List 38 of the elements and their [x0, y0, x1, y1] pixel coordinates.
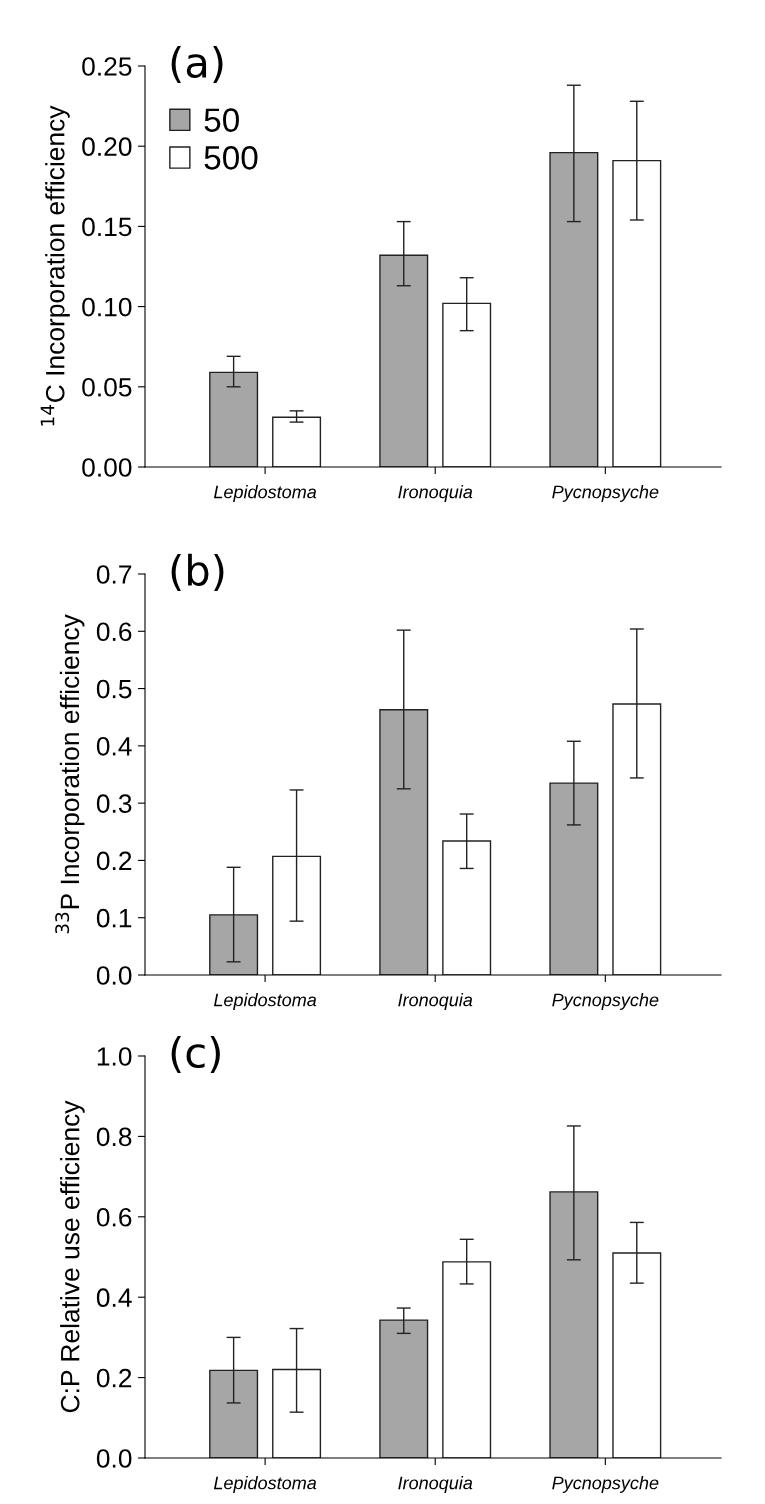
y-tick-label: 0.6 — [96, 1207, 132, 1227]
y-tick-label: 0.0 — [96, 966, 132, 985]
x-tick-label: Lepidostoma — [213, 485, 317, 502]
y-axis-title: $^{33}$P Incorporation efficiency — [55, 614, 85, 934]
x-tick-label: Ironoquia — [398, 993, 473, 1010]
y-tick-label: 1.0 — [97, 1047, 132, 1066]
y-tick-label: 0.2 — [96, 1368, 132, 1388]
y-tick-label: 0.3 — [96, 794, 132, 813]
x-tick-label: Pycnopsyche — [552, 1476, 659, 1493]
chart-title: (b) — [171, 553, 224, 591]
y-tick-label: 0.6 — [96, 622, 132, 642]
legend-label: 500 — [204, 146, 258, 170]
y-tick-label: 0.15 — [82, 217, 132, 237]
y-axis-title: $^{14}$C Incorporation efficiency — [40, 105, 70, 426]
y-tick-label: 0.00 — [82, 458, 132, 477]
x-tick-label: Pycnopsyche — [552, 993, 659, 1010]
x-tick-label: Pycnopsyche — [552, 485, 659, 502]
y-tick-label: 0.20 — [82, 137, 132, 157]
bar — [272, 416, 322, 467]
y-tick-label: 0.0 — [96, 1449, 132, 1468]
chart-title: (c) — [171, 1035, 220, 1073]
y-tick-label: 0.7 — [96, 565, 132, 584]
y-tick-label: 0.1 — [96, 908, 132, 928]
chart-title: (a) — [171, 45, 223, 83]
x-tick-label: Lepidostoma — [213, 993, 317, 1010]
x-tick-label: Ironoquia — [398, 1476, 473, 1493]
y-axis-title: C:P Relative use efficiency — [60, 1100, 85, 1413]
y-tick-label: 0.25 — [82, 57, 132, 76]
y-tick-label: 0.2 — [96, 851, 132, 871]
x-tick-label: Lepidostoma — [213, 1476, 317, 1493]
y-tick-label: 0.05 — [82, 377, 132, 397]
y-tick-label: 0.10 — [82, 297, 132, 317]
y-tick-label: 0.4 — [96, 736, 132, 756]
legend-label: 50 — [204, 108, 239, 132]
y-tick-label: 0.5 — [96, 679, 132, 699]
y-tick-label: 0.4 — [96, 1288, 132, 1308]
x-tick-label: Ironoquia — [398, 485, 473, 502]
y-tick-label: 0.8 — [96, 1127, 132, 1147]
